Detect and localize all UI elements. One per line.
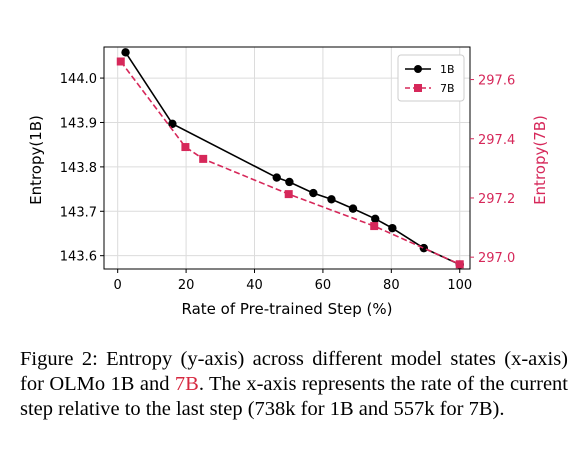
caption-text-2: . The x-axis represents the rate of the …	[20, 373, 568, 420]
data-point-7B	[455, 260, 464, 269]
series-line-7B	[120, 61, 461, 265]
legend: 1B 7B	[397, 54, 465, 102]
y-tick-label-left: 143.8	[60, 161, 97, 176]
x-tick-label: 80	[383, 278, 400, 293]
figure-caption: Figure 2: Entropy (y-axis) across differ…	[20, 347, 568, 422]
y-axis-label-right: Entropy(7B)	[531, 115, 549, 205]
x-tick-label: 60	[315, 278, 332, 293]
series-layer	[116, 48, 464, 269]
legend-marker-1b	[414, 65, 422, 73]
caption-text-1: Figure 2: Entropy (y-axis) across differ…	[20, 348, 568, 395]
data-point-7B	[284, 190, 293, 199]
data-point-7B	[181, 143, 190, 152]
x-axis-label: Rate of Pre-trained Step (%)	[182, 300, 393, 318]
legend-marker-7b	[414, 84, 422, 92]
y-tick-label-left: 144.0	[60, 72, 97, 87]
data-point-7B	[199, 154, 208, 163]
data-point-7B	[370, 222, 379, 231]
data-point-1B	[388, 223, 397, 233]
x-tick-label: 0	[114, 278, 122, 293]
x-tick-label: 100	[447, 278, 472, 293]
entropy-chart: 0 20 40 60 80 100 143.6 143.7 143.8 143.9 144.0 297…	[27, 46, 549, 318]
data-point-7B	[116, 57, 125, 66]
caption-highlight-7b: 7B	[174, 373, 199, 395]
y-tick-label-right: 297.6	[478, 74, 515, 89]
y-tick-label-right: 297.4	[478, 133, 515, 148]
x-tick-label: 40	[246, 278, 263, 293]
data-point-1B	[419, 243, 429, 253]
ticks: 0 20 40 60 80 100 143.6 143.7 143.8 143.9 144.0 297…	[60, 72, 515, 293]
legend-label-7b: 7B	[440, 82, 455, 95]
data-point-1B	[309, 188, 318, 198]
data-point-1B	[327, 195, 336, 204]
legend-label-1b: 1B	[440, 63, 455, 76]
y-tick-label-right: 297.0	[478, 251, 515, 266]
data-point-1B	[348, 204, 358, 213]
y-tick-label-left: 143.7	[60, 205, 97, 220]
data-point-1B	[121, 48, 130, 57]
y-tick-label-left: 143.6	[60, 250, 97, 265]
data-point-1B	[285, 177, 294, 187]
x-tick-label: 20	[178, 278, 195, 293]
y-axis-label-left: Entropy(1B)	[27, 115, 45, 205]
data-point-1B	[371, 214, 380, 224]
plot-frame	[103, 46, 471, 270]
data-point-1B	[272, 173, 281, 182]
y-tick-label-left: 143.9	[60, 116, 97, 131]
y-tick-label-right: 297.2	[478, 192, 515, 207]
